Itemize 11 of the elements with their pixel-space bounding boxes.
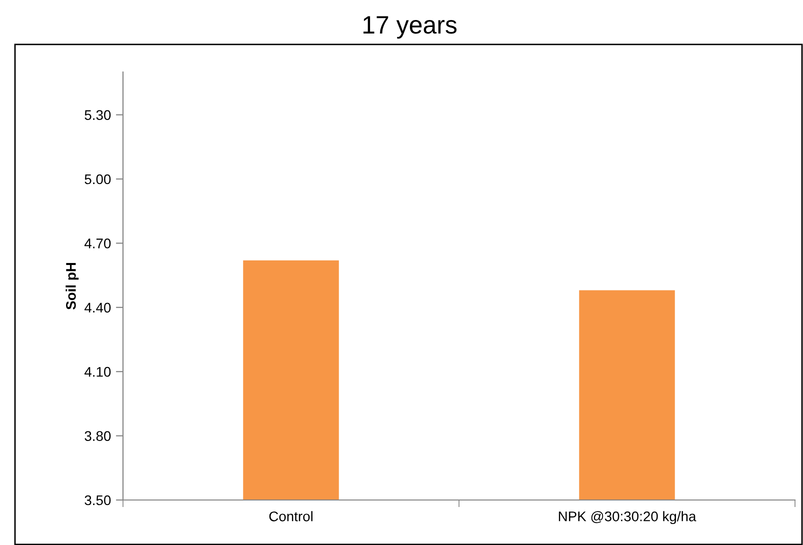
- y-axis-title: Soil pH: [66, 263, 79, 310]
- x-tick-label: Control: [269, 511, 312, 522]
- y-tick-label: 3.80: [84, 431, 111, 441]
- x-tick-label: NPK @30:30:20 kg/ha: [558, 511, 696, 524]
- chart-title: 17 years: [363, 16, 457, 39]
- y-tick-label: 4.40: [84, 302, 111, 313]
- y-tick-label: 5.00: [84, 174, 111, 184]
- y-tick-label: 3.50: [84, 495, 111, 506]
- y-tick-label: 4.10: [84, 366, 111, 377]
- y-tick-label: 5.30: [84, 110, 111, 120]
- y-tick-label: 4.70: [84, 238, 111, 248]
